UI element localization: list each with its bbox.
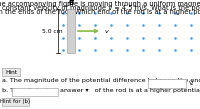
Text: Hint for (b): Hint for (b): [0, 99, 31, 104]
Text: a. The magnitude of the potential difference between the ends of the rod is: a. The magnitude of the potential differ…: [2, 78, 200, 83]
Text: V.: V.: [189, 81, 194, 86]
Text: between the ends of the rod? Which end of the rod is at a higher potential?: between the ends of the rod? Which end o…: [0, 9, 200, 15]
Bar: [67, 9, 75, 53]
Text: Hint: Hint: [5, 70, 17, 75]
Text: 5.0 cm: 5.0 cm: [42, 29, 63, 34]
Text: B: B: [68, 0, 74, 6]
Text: b. The   Select an answer ▾   of the rod is at a higher potential.: b. The Select an answer ▾ of the rod is …: [2, 88, 200, 93]
Text: The rod shown in the accompanying figure is moving through a uniform magnetic fi: The rod shown in the accompanying figure…: [0, 1, 200, 7]
Bar: [148, 79, 186, 88]
Text: B = 0.85 T with a constant velocity of magnitude v = 4.5 m/s. What is the potent: B = 0.85 T with a constant velocity of m…: [0, 5, 200, 11]
Text: v: v: [105, 29, 109, 34]
Bar: [12, 88, 58, 96]
